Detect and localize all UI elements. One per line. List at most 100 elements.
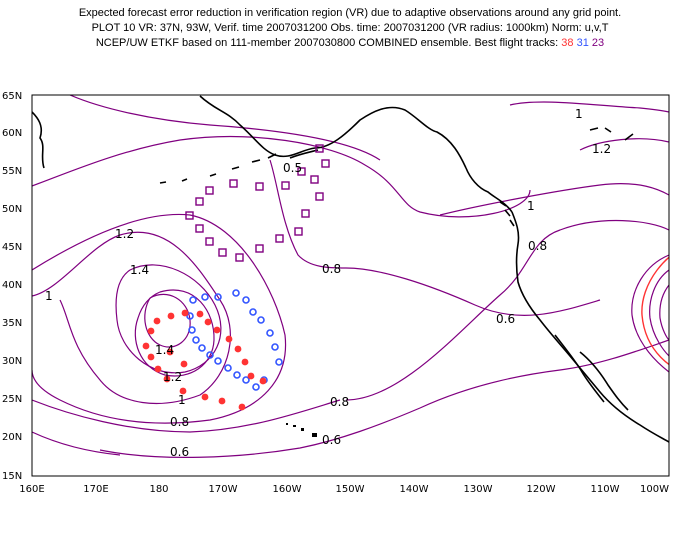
- contour-06-southwest: [32, 431, 121, 456]
- title-line-2: PLOT 10 VR: 37N, 93W, Verif. time 200703…: [91, 22, 609, 34]
- track-31-circle: [257, 316, 265, 324]
- lon-label: 120W: [527, 484, 556, 495]
- coast-east-islands: [589, 127, 634, 141]
- track-31-circle: [242, 296, 250, 304]
- longitude-labels: 160E 170E 180 170W 160W 150W 140W 130W 1…: [19, 484, 669, 495]
- track-23-markers: [185, 144, 330, 262]
- track-38-dot: [166, 348, 174, 356]
- track-38-dot: [234, 345, 242, 353]
- lat-label: 35N: [2, 318, 22, 329]
- contour-1-top: [509, 101, 669, 113]
- coast-aleutians: [159, 153, 277, 184]
- lon-label: 130W: [464, 484, 493, 495]
- lat-label: 40N: [2, 280, 22, 291]
- track-38-dot: [259, 377, 267, 385]
- track-31-circle: [266, 329, 274, 337]
- hawaii-island-2: [293, 425, 296, 427]
- track-23-square: [297, 167, 306, 176]
- track-31-circle: [242, 376, 250, 384]
- contour-upper-left: [32, 136, 531, 218]
- track-23-label: 23: [591, 37, 605, 49]
- lat-label: 45N: [2, 242, 22, 253]
- track-23-square: [281, 181, 290, 190]
- contour-lines: [32, 95, 669, 458]
- contour-upper-arc: [69, 95, 381, 161]
- contour-12-east: [579, 138, 669, 151]
- lon-label: 100W: [640, 484, 669, 495]
- track-38-dot: [180, 360, 188, 368]
- track-38-dot: [238, 403, 246, 411]
- contour-label: 1: [178, 393, 186, 407]
- track-31-circle: [232, 289, 240, 297]
- contour-label: 1: [45, 289, 53, 303]
- coastlines: [32, 95, 669, 443]
- track-31-circle: [233, 371, 241, 379]
- contour-06-right: [345, 267, 601, 316]
- track-31-circle: [188, 326, 196, 334]
- contour-label: 0.8: [170, 415, 189, 429]
- contour-ring-a: [631, 254, 669, 373]
- coast-asia-kamchatka: [32, 111, 45, 169]
- hawaii-island-4: [312, 433, 317, 437]
- contour-14-ring: [115, 264, 222, 374]
- track-23-square: [294, 227, 303, 236]
- contour-06-south: [99, 339, 669, 458]
- track-38-dot: [147, 353, 155, 361]
- hawaii-island-3: [301, 428, 304, 431]
- lat-label: 30N: [2, 356, 22, 367]
- track-31-circle: [271, 343, 279, 351]
- track-38-label: 38: [561, 37, 574, 49]
- contour-label: 0.6: [322, 433, 341, 447]
- track-31-circle: [275, 358, 283, 366]
- track-38-dot: [225, 335, 233, 343]
- lon-label: 150W: [336, 484, 365, 495]
- track-31-circle: [224, 364, 232, 372]
- track-23-square: [195, 224, 204, 233]
- track-38-dot: [247, 372, 255, 380]
- contour-label: 1.2: [115, 227, 134, 241]
- track-38-dot: [142, 342, 150, 350]
- contour-label: 0.5: [283, 161, 302, 175]
- track-23-square: [229, 179, 238, 188]
- contour-label: 0.6: [496, 312, 515, 326]
- track-38-dot: [167, 312, 175, 320]
- track-31-circle: [249, 308, 257, 316]
- contour-label: 1: [527, 199, 535, 213]
- latitude-labels: 65N 60N 55N 50N 45N 40N 35N 30N 25N 20N …: [2, 91, 22, 482]
- hawaii-islands: [286, 423, 317, 437]
- lat-label: 60N: [2, 128, 22, 139]
- contour-labels: 0.5 0.8 0.6 0.8 0.6 1 1 1 1.2 1.2 1.4 1.…: [45, 107, 611, 459]
- contour-14-inner: [144, 293, 191, 348]
- track-38-dot: [154, 365, 162, 373]
- lat-label: 25N: [2, 394, 22, 405]
- track-38-dot: [241, 358, 249, 366]
- track-38-dot: [181, 309, 189, 317]
- lon-label: 170E: [83, 484, 108, 495]
- track-31-circle: [192, 336, 200, 344]
- track-31-circle: [201, 293, 209, 301]
- lat-label: 50N: [2, 204, 22, 215]
- track-38-dot: [163, 375, 171, 383]
- track-38-dot: [179, 387, 187, 395]
- coast-mainland-mexico: [579, 351, 629, 411]
- track-23-square: [315, 192, 324, 201]
- contour-ring-c: [659, 284, 669, 341]
- contour-label: 1.4: [130, 263, 149, 277]
- track-31-circle: [214, 293, 222, 301]
- coast-baja: [554, 334, 605, 403]
- contour-12-ring: [32, 231, 231, 405]
- track-23-square: [195, 197, 204, 206]
- track-38-dot: [218, 397, 226, 405]
- lon-label: 180: [149, 484, 168, 495]
- track-31-circle: [214, 357, 222, 365]
- lat-label: 20N: [2, 432, 22, 443]
- track-38-dot: [201, 393, 209, 401]
- track-23-square: [301, 209, 310, 218]
- lon-label: 170W: [209, 484, 238, 495]
- title-line-3: NCEP/UW ETKF based on 111-member 2007030…: [0, 36, 700, 50]
- track-23-square: [321, 159, 330, 168]
- track-23-square: [310, 175, 319, 184]
- track-23-square: [315, 144, 324, 153]
- contour-12-inner: [134, 289, 215, 377]
